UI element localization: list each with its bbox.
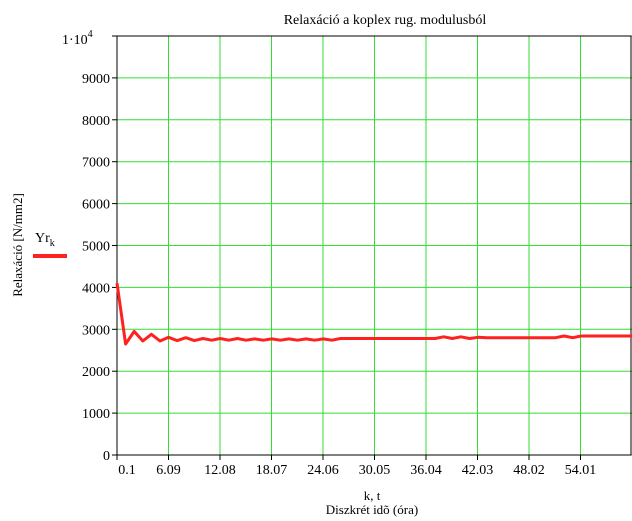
- x-axis-label-variables: k, t: [364, 488, 381, 503]
- y-tick-label: 2000: [82, 365, 110, 380]
- tick-marks: [112, 35, 581, 460]
- legend-label: Yr: [35, 231, 50, 246]
- x-tick-label: 24.06: [307, 463, 339, 478]
- x-tick-label: 12.08: [204, 463, 236, 478]
- y-tick-label: 5000: [82, 240, 110, 255]
- grid-lines: [116, 35, 632, 456]
- y-tick-label: 9000: [82, 72, 110, 87]
- y-tick-labels: 0 1000 2000 3000 4000 5000 6000 7000 8000 9000: [82, 72, 110, 464]
- chart-title: Relaxáció a koplex rug. modulusból: [284, 13, 487, 28]
- y-top-mantissa: 1·10: [62, 33, 88, 48]
- y-tick-label: 0: [103, 449, 110, 464]
- x-tick-label: 0.1: [118, 463, 136, 478]
- x-tick-label: 36.04: [410, 463, 442, 478]
- x-tick-labels: 0.1 6.09 12.08 18.07 24.06 30.05 36.04 42.03 48.…: [118, 463, 596, 478]
- y-top-exponent: 4: [88, 29, 93, 40]
- y-tick-label: 6000: [82, 198, 110, 213]
- x-tick-label: 54.01: [565, 463, 597, 478]
- x-tick-label: 48.02: [513, 463, 545, 478]
- y-tick-label: 1000: [82, 407, 110, 422]
- y-tick-label: 3000: [82, 323, 110, 338]
- x-tick-label: 42.03: [462, 463, 494, 478]
- legend-subscript: k: [50, 238, 55, 249]
- x-tick-label: 30.05: [359, 463, 391, 478]
- svg-text:1·104: 1·104: [62, 29, 93, 48]
- y-tick-label: 4000: [82, 281, 110, 296]
- y-tick-label: 7000: [82, 156, 110, 171]
- svg-text:Yrk: Yrk: [35, 231, 55, 249]
- y-axis-label: Relaxáció [N/mm2]: [10, 193, 25, 297]
- x-axis-label-description: Diszkrét idõ (óra): [326, 502, 418, 517]
- legend: Yrk: [33, 231, 67, 258]
- y-top-label: 1·104: [62, 29, 93, 48]
- y-tick-label: 8000: [82, 114, 110, 129]
- series-line-yr-k: [115, 282, 632, 346]
- x-tick-label: 18.07: [256, 463, 288, 478]
- x-tick-label: 6.09: [156, 463, 181, 478]
